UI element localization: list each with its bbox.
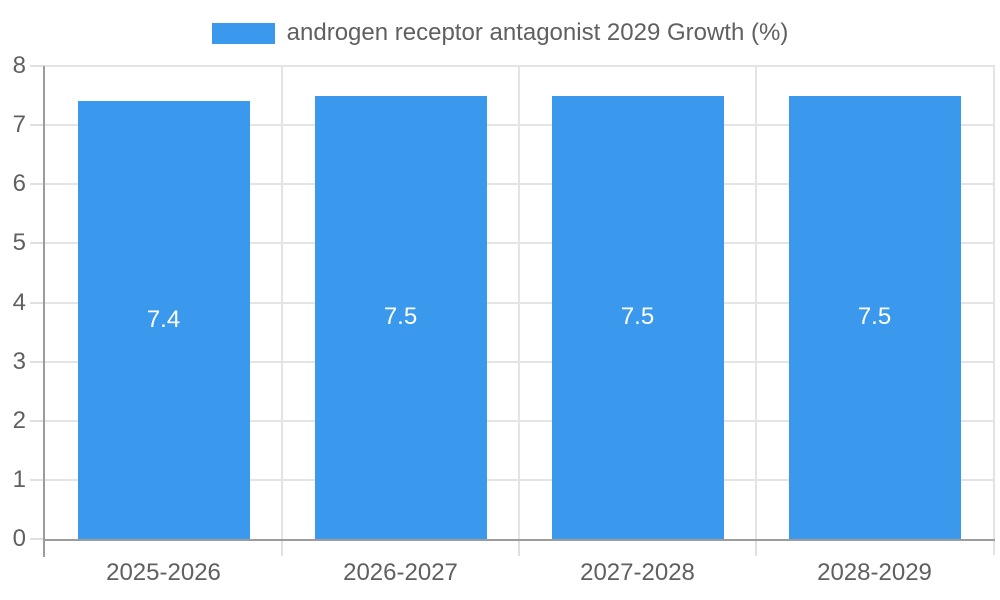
bar-2027-2028[interactable]: 7.5 bbox=[551, 95, 724, 539]
plot-right-border bbox=[993, 66, 995, 555]
y-tick-label: 5 bbox=[12, 229, 26, 257]
y-tick bbox=[30, 65, 45, 67]
x-tick-label: 2027-2028 bbox=[580, 559, 695, 586]
x-tick bbox=[281, 539, 283, 556]
x-gridline bbox=[281, 66, 283, 539]
x-tick bbox=[518, 539, 520, 556]
x-tick-label: 2026-2027 bbox=[343, 559, 458, 586]
y-tick-label: 4 bbox=[12, 288, 26, 316]
bar-value-label: 7.4 bbox=[146, 306, 181, 334]
plot-top-border bbox=[45, 65, 995, 67]
x-tick-label: 2028-2029 bbox=[817, 559, 932, 586]
bar-value-label: 7.5 bbox=[857, 303, 892, 331]
y-tick bbox=[30, 538, 45, 540]
y-axis-line bbox=[43, 66, 45, 557]
y-tick bbox=[30, 360, 45, 363]
x-axis-line bbox=[43, 539, 995, 541]
y-tick-label: 8 bbox=[12, 52, 26, 79]
y-tick-label: 6 bbox=[12, 170, 26, 198]
y-tick bbox=[30, 183, 45, 186]
x-tick bbox=[755, 539, 757, 556]
x-gridline bbox=[518, 66, 520, 539]
y-tick-label: 2 bbox=[12, 406, 26, 434]
y-tick-label: 3 bbox=[12, 347, 26, 375]
bar-2025-2026[interactable]: 7.4 bbox=[77, 101, 250, 539]
y-tick bbox=[30, 124, 45, 127]
bar-2028-2029[interactable]: 7.5 bbox=[788, 95, 961, 539]
legend-swatch-icon bbox=[211, 22, 275, 44]
bar-2026-2027[interactable]: 7.5 bbox=[314, 95, 487, 539]
x-gridline bbox=[755, 66, 757, 539]
bar-value-label: 7.5 bbox=[383, 303, 418, 331]
y-tick-label: 7 bbox=[12, 111, 26, 139]
y-tick bbox=[30, 478, 45, 481]
y-tick-label: 0 bbox=[12, 525, 26, 552]
y-tick-label: 1 bbox=[12, 465, 26, 493]
y-tick bbox=[30, 419, 45, 422]
bar-value-label: 7.5 bbox=[620, 303, 655, 331]
y-tick bbox=[30, 301, 45, 304]
y-tick bbox=[30, 242, 45, 245]
x-tick-label: 2025-2026 bbox=[106, 559, 221, 586]
legend-label: androgen receptor antagonist 2029 Growth… bbox=[286, 19, 789, 46]
legend[interactable]: androgen receptor antagonist 2029 Growth… bbox=[0, 18, 1000, 48]
